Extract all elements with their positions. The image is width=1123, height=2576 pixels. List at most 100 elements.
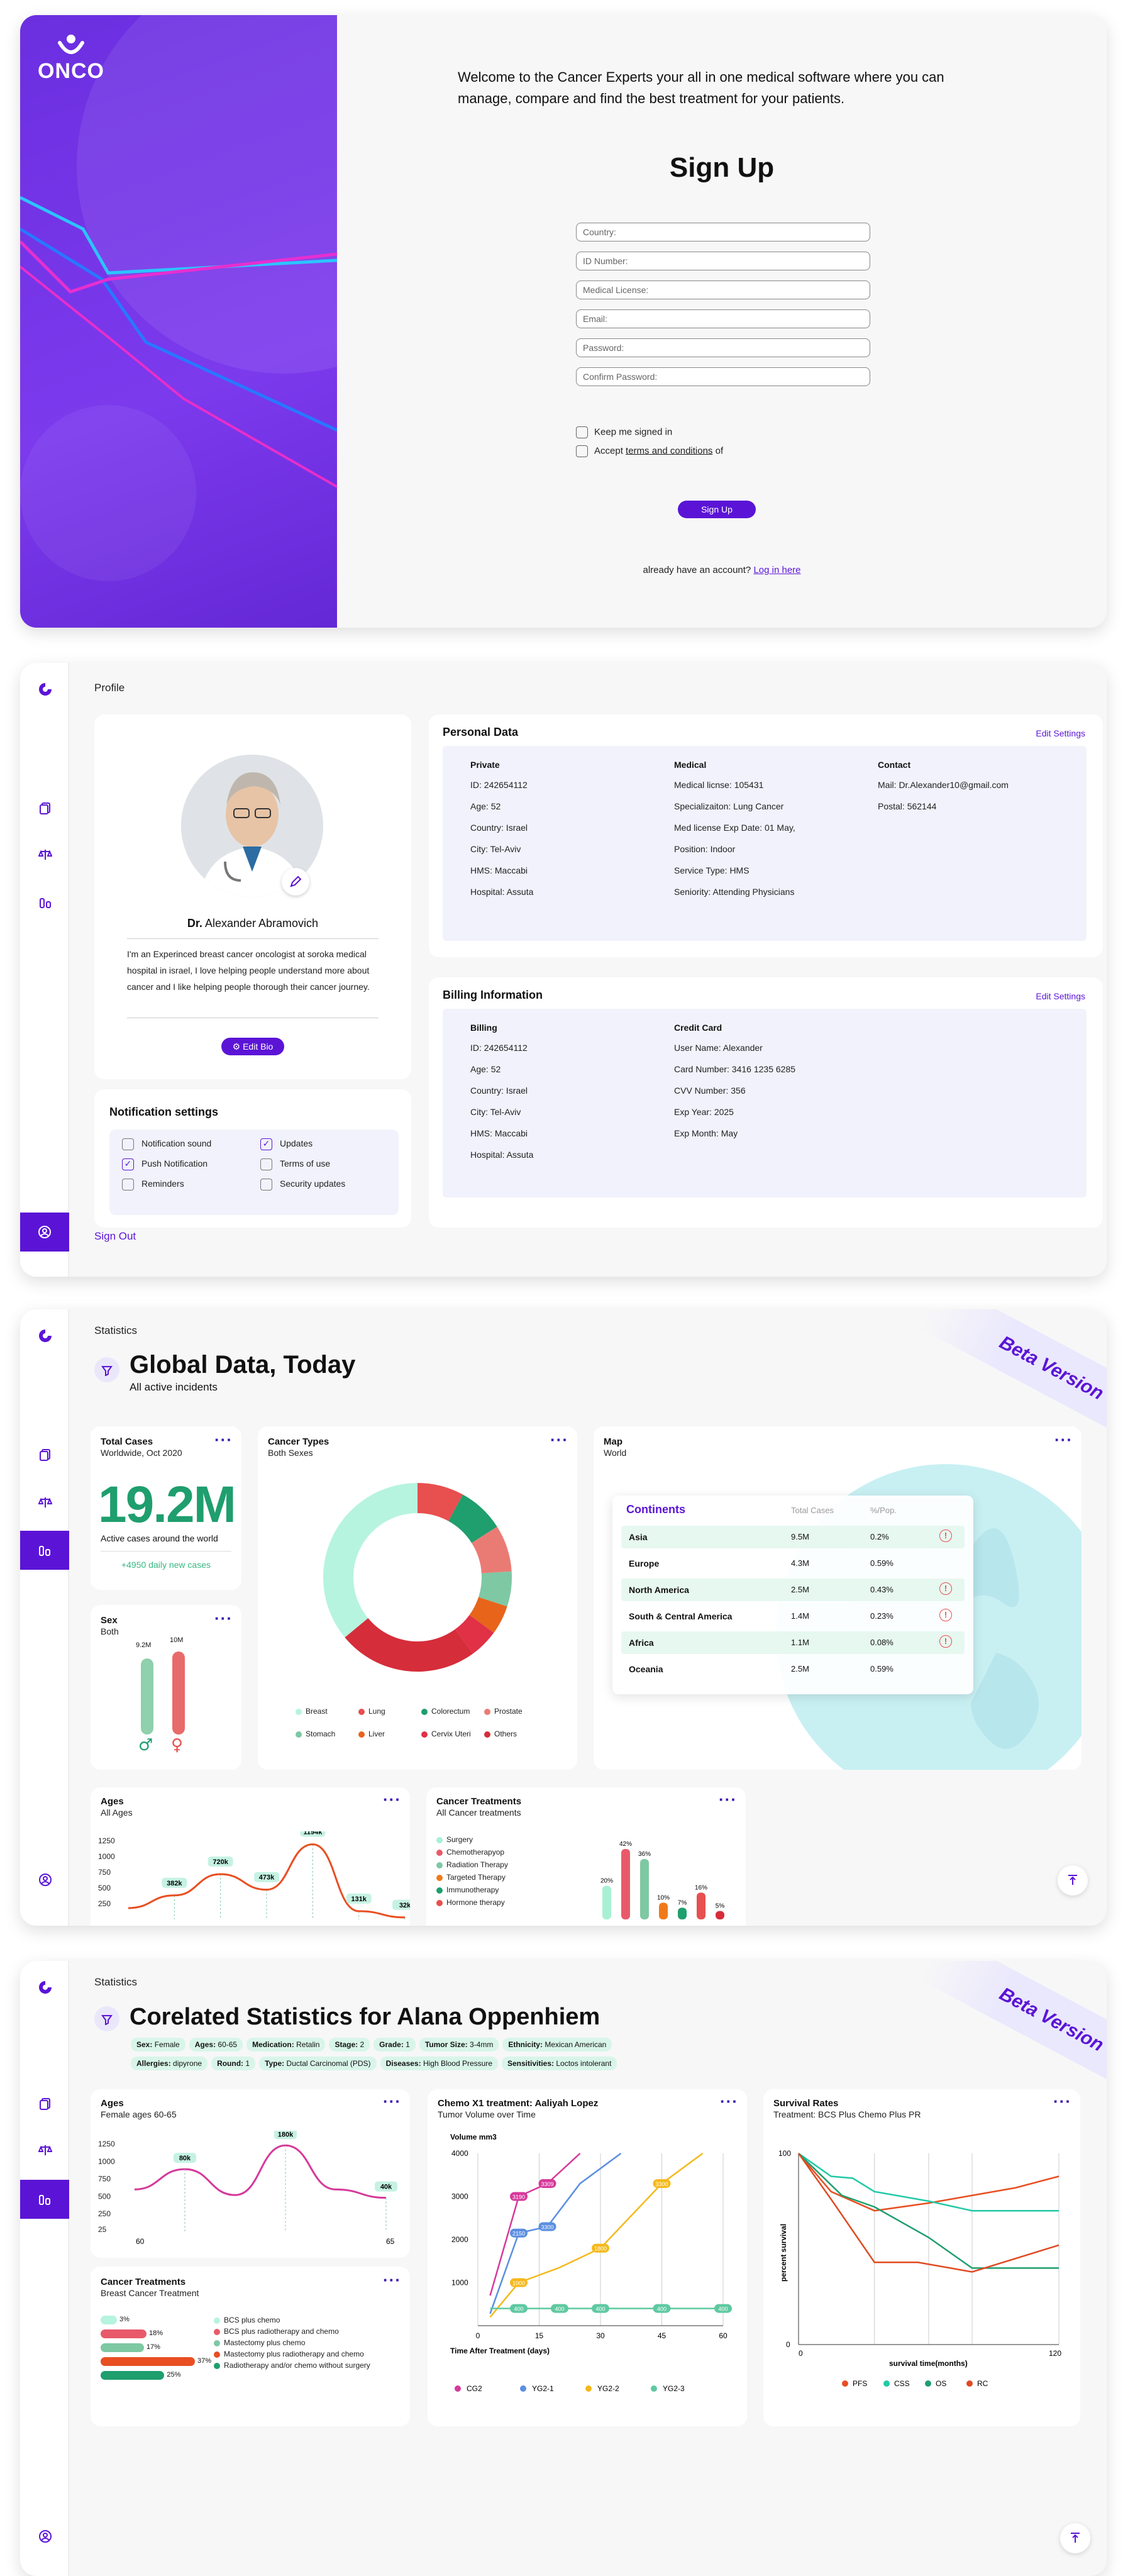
notification-option[interactable]: Terms of use [260, 1158, 330, 1170]
data-row: Med license Exp Date: 01 May, [674, 823, 795, 833]
map-card: Map World ··· Continents Total Cases %/P… [594, 1426, 1082, 1770]
more-menu-icon[interactable]: ··· [719, 1790, 737, 1809]
attribute-tag: Sensitivities: Loctos intolerant [502, 2057, 617, 2070]
legend-label: Stomach [306, 1729, 336, 1738]
signup-button[interactable]: Sign Up [678, 501, 756, 518]
continent-name: Africa [629, 1638, 654, 1648]
more-menu-icon[interactable]: ··· [1054, 1430, 1073, 1449]
checkbox-icon[interactable] [122, 1138, 134, 1150]
data-label: 473k [259, 1874, 275, 1882]
profile-nav-active[interactable] [20, 1213, 69, 1252]
tag-key: Ages: [194, 2040, 216, 2049]
alert-icon[interactable]: ! [939, 1635, 952, 1648]
signup-field-0[interactable]: Country: [576, 223, 870, 242]
statistics-nav-active[interactable] [20, 1531, 69, 1570]
compare-scale-icon[interactable] [38, 1496, 52, 1509]
checkbox-icon[interactable] [122, 1179, 134, 1191]
terms-link[interactable]: terms and conditions [626, 445, 713, 457]
app-logo-icon[interactable] [38, 1980, 53, 1995]
female-label: 10M [170, 1636, 184, 1644]
more-menu-icon[interactable]: ··· [214, 1609, 233, 1628]
checked-checkbox-icon[interactable]: ✓ [260, 1138, 272, 1150]
continent-row[interactable]: North America 2.5M 0.43%! [621, 1579, 965, 1601]
continent-row[interactable]: Oceania 2.5M 0.59% [621, 1658, 965, 1680]
data-row: Country: Israel [470, 823, 528, 833]
documents-icon[interactable] [38, 1448, 52, 1462]
notification-option[interactable]: ✓ Push Notification [122, 1158, 207, 1170]
notification-option[interactable]: ✓ Updates [260, 1138, 313, 1150]
continent-row[interactable]: Europe 4.3M 0.59% [621, 1552, 965, 1575]
accept-terms-checkbox[interactable]: Accept terms and conditions of [576, 445, 723, 457]
card-title: Sex [101, 1615, 118, 1626]
breadcrumb: Statistics [94, 1324, 138, 1336]
scroll-top-button[interactable] [1058, 1865, 1088, 1896]
point-label-bg [510, 2192, 528, 2201]
signup-field-4[interactable]: Password: [576, 338, 870, 357]
sign-out-link[interactable]: Sign Out [94, 1230, 136, 1242]
alert-icon[interactable]: ! [939, 1530, 952, 1542]
bar-value-label: 42% [619, 1841, 632, 1848]
legend-label: Targeted Therapy [446, 1873, 506, 1882]
total-cases-caption: Active cases around the world [101, 1533, 218, 1543]
signup-field-3[interactable]: Email: [576, 309, 870, 328]
documents-icon[interactable] [38, 801, 52, 815]
keep-signed-in-checkbox[interactable]: Keep me signed in [576, 426, 672, 438]
edit-billing-link[interactable]: Edit Settings [1036, 991, 1085, 1001]
compare-scale-icon[interactable] [38, 848, 52, 862]
donut-slice-breast [323, 1483, 418, 1638]
statistics-nav-active[interactable] [20, 2180, 69, 2219]
attribute-tag: Grade: 1 [373, 2038, 416, 2051]
edit-avatar-button[interactable] [282, 868, 309, 896]
user-icon[interactable] [38, 2529, 52, 2543]
tag-value: Loctos intolerant [554, 2059, 612, 2068]
more-menu-icon[interactable]: ··· [1053, 2092, 1071, 2111]
edit-settings-link[interactable]: Edit Settings [1036, 728, 1085, 738]
legend-item: Surgery [436, 1835, 473, 1844]
app-logo-icon[interactable] [38, 1328, 53, 1343]
signup-field-2[interactable]: Medical License: [576, 280, 870, 299]
compare-scale-icon[interactable] [38, 2143, 52, 2157]
scroll-top-button[interactable] [1060, 2523, 1090, 2553]
signup-field-5[interactable]: Confirm Password: [576, 367, 870, 386]
beta-ribbon: Beta Version [919, 1961, 1107, 2092]
more-menu-icon[interactable]: ··· [383, 1790, 401, 1809]
edit-bio-button[interactable]: ⚙ Edit Bio [221, 1038, 284, 1055]
more-menu-icon[interactable]: ··· [214, 1430, 233, 1449]
signup-panel: ONCO Welcome to the Cancer Experts your … [20, 15, 1107, 628]
user-icon[interactable] [38, 1873, 52, 1887]
y-tick-label: 1000 [451, 2279, 468, 2287]
treatment-bar [101, 2371, 165, 2380]
alert-icon[interactable]: ! [939, 1609, 952, 1621]
notification-option[interactable]: Security updates [260, 1179, 345, 1191]
more-menu-icon[interactable]: ··· [550, 1430, 568, 1449]
documents-icon[interactable] [38, 2097, 52, 2111]
checked-checkbox-icon[interactable]: ✓ [122, 1158, 134, 1170]
filter-button[interactable] [94, 2006, 119, 2031]
filter-button[interactable] [94, 1357, 119, 1382]
accept-suffix: of [715, 445, 724, 457]
legend-item: BCS plus chemo [214, 2316, 280, 2324]
continent-row[interactable]: Africa 1.1M 0.08%! [621, 1631, 965, 1654]
ages-line-chart: 250 500 750 1000 1250 382k 720k 473k 1194k 131k 32… [98, 1831, 410, 1919]
legend-swatch [214, 2351, 220, 2358]
signup-field-1[interactable]: ID Number: [576, 252, 870, 270]
statistics-icon[interactable] [38, 896, 52, 909]
continent-row[interactable]: South & Central America 1.4M 0.23%! [621, 1605, 965, 1628]
more-menu-icon[interactable]: ··· [720, 2092, 738, 2111]
checkbox-icon[interactable] [260, 1158, 272, 1170]
more-menu-icon[interactable]: ··· [383, 2092, 401, 2111]
login-link[interactable]: Log in here [753, 565, 801, 575]
notification-option[interactable]: Notification sound [122, 1138, 211, 1150]
legend-swatch [436, 1887, 443, 1894]
notification-option[interactable]: Reminders [122, 1179, 184, 1191]
cancer-types-donut [323, 1483, 512, 1672]
card-subtitle: All Cancer treatments [436, 1807, 521, 1818]
continent-row[interactable]: Asia 9.5M 0.2%! [621, 1526, 965, 1548]
more-menu-icon[interactable]: ··· [383, 2270, 401, 2289]
checkbox-icon[interactable] [260, 1179, 272, 1191]
app-logo-icon[interactable] [38, 682, 53, 697]
point-label-bg [538, 2222, 556, 2231]
tag-key: Medication: [252, 2040, 294, 2049]
x-tick-label: 60 [136, 2237, 145, 2246]
alert-icon[interactable]: ! [939, 1582, 952, 1595]
